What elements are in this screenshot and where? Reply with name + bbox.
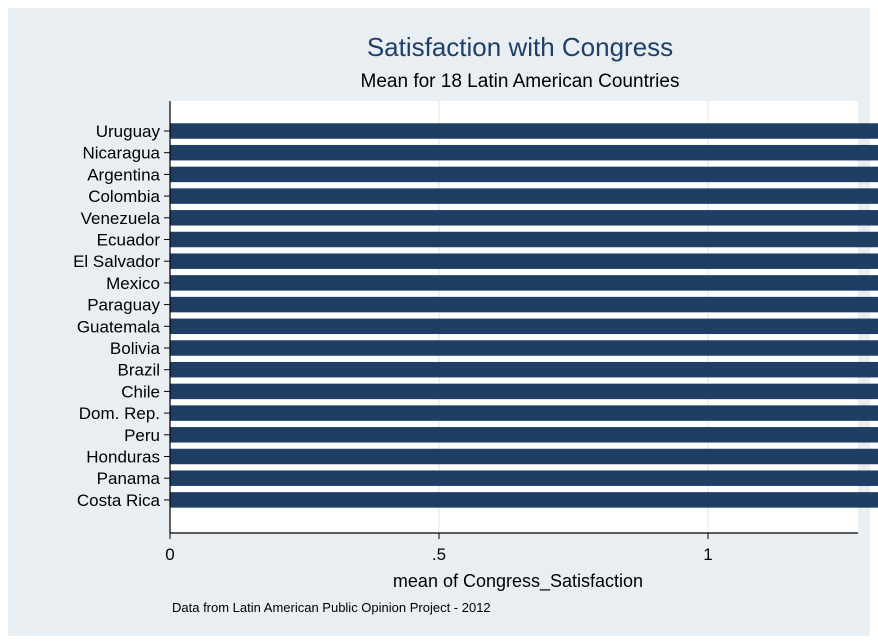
- bar: [170, 405, 878, 421]
- bar: [170, 231, 878, 248]
- category-label: Bolivia: [110, 339, 161, 358]
- bar: [170, 210, 878, 226]
- bar: [170, 275, 878, 291]
- bar: [170, 296, 878, 313]
- category-label: Chile: [121, 382, 160, 401]
- bar: [170, 448, 878, 465]
- bar: [170, 361, 878, 378]
- bar: [170, 253, 878, 269]
- bar: [170, 144, 878, 161]
- category-label: Panama: [97, 469, 161, 488]
- bar: [170, 166, 878, 183]
- x-tick-label: 0: [165, 545, 174, 564]
- bar: [170, 383, 878, 400]
- x-axis-ticks: 0.511.522.5: [165, 533, 713, 564]
- category-label: Dom. Rep.: [79, 404, 160, 423]
- x-tick-label: .5: [432, 545, 446, 564]
- category-label: Brazil: [117, 361, 160, 380]
- source-note: Data from Latin American Public Opinion …: [172, 600, 491, 615]
- category-label: Ecuador: [97, 231, 161, 250]
- category-label: Colombia: [88, 187, 160, 206]
- category-label: Nicaragua: [83, 144, 161, 163]
- x-tick-label: 1: [703, 545, 712, 564]
- category-label: Mexico: [106, 274, 160, 293]
- plot-area: [170, 101, 858, 533]
- category-label: Argentina: [87, 165, 160, 184]
- category-label: Venezuela: [81, 209, 161, 228]
- bars: [170, 123, 878, 508]
- chart-subtitle: Mean for 18 Latin American Countries: [360, 71, 680, 92]
- x-axis-title: mean of Congress_Satisfaction: [393, 571, 643, 592]
- bar: [170, 318, 878, 335]
- bar: [170, 188, 878, 204]
- bar: [170, 470, 878, 486]
- category-label: Honduras: [86, 448, 160, 467]
- bar: [170, 427, 878, 443]
- category-label: Guatemala: [77, 317, 161, 336]
- chart-title: Satisfaction with Congress: [366, 32, 674, 62]
- category-label: Costa Rica: [77, 491, 161, 510]
- bar: [170, 340, 878, 356]
- category-label: Uruguay: [96, 122, 161, 141]
- category-label: Paraguay: [87, 296, 160, 315]
- bar: [170, 123, 878, 139]
- category-label: El Salvador: [73, 252, 160, 271]
- category-labels: Uruguay Nicaragua Argentina Colombia Venezue…: [73, 122, 170, 510]
- bar: [170, 492, 878, 508]
- category-label: Peru: [124, 426, 160, 445]
